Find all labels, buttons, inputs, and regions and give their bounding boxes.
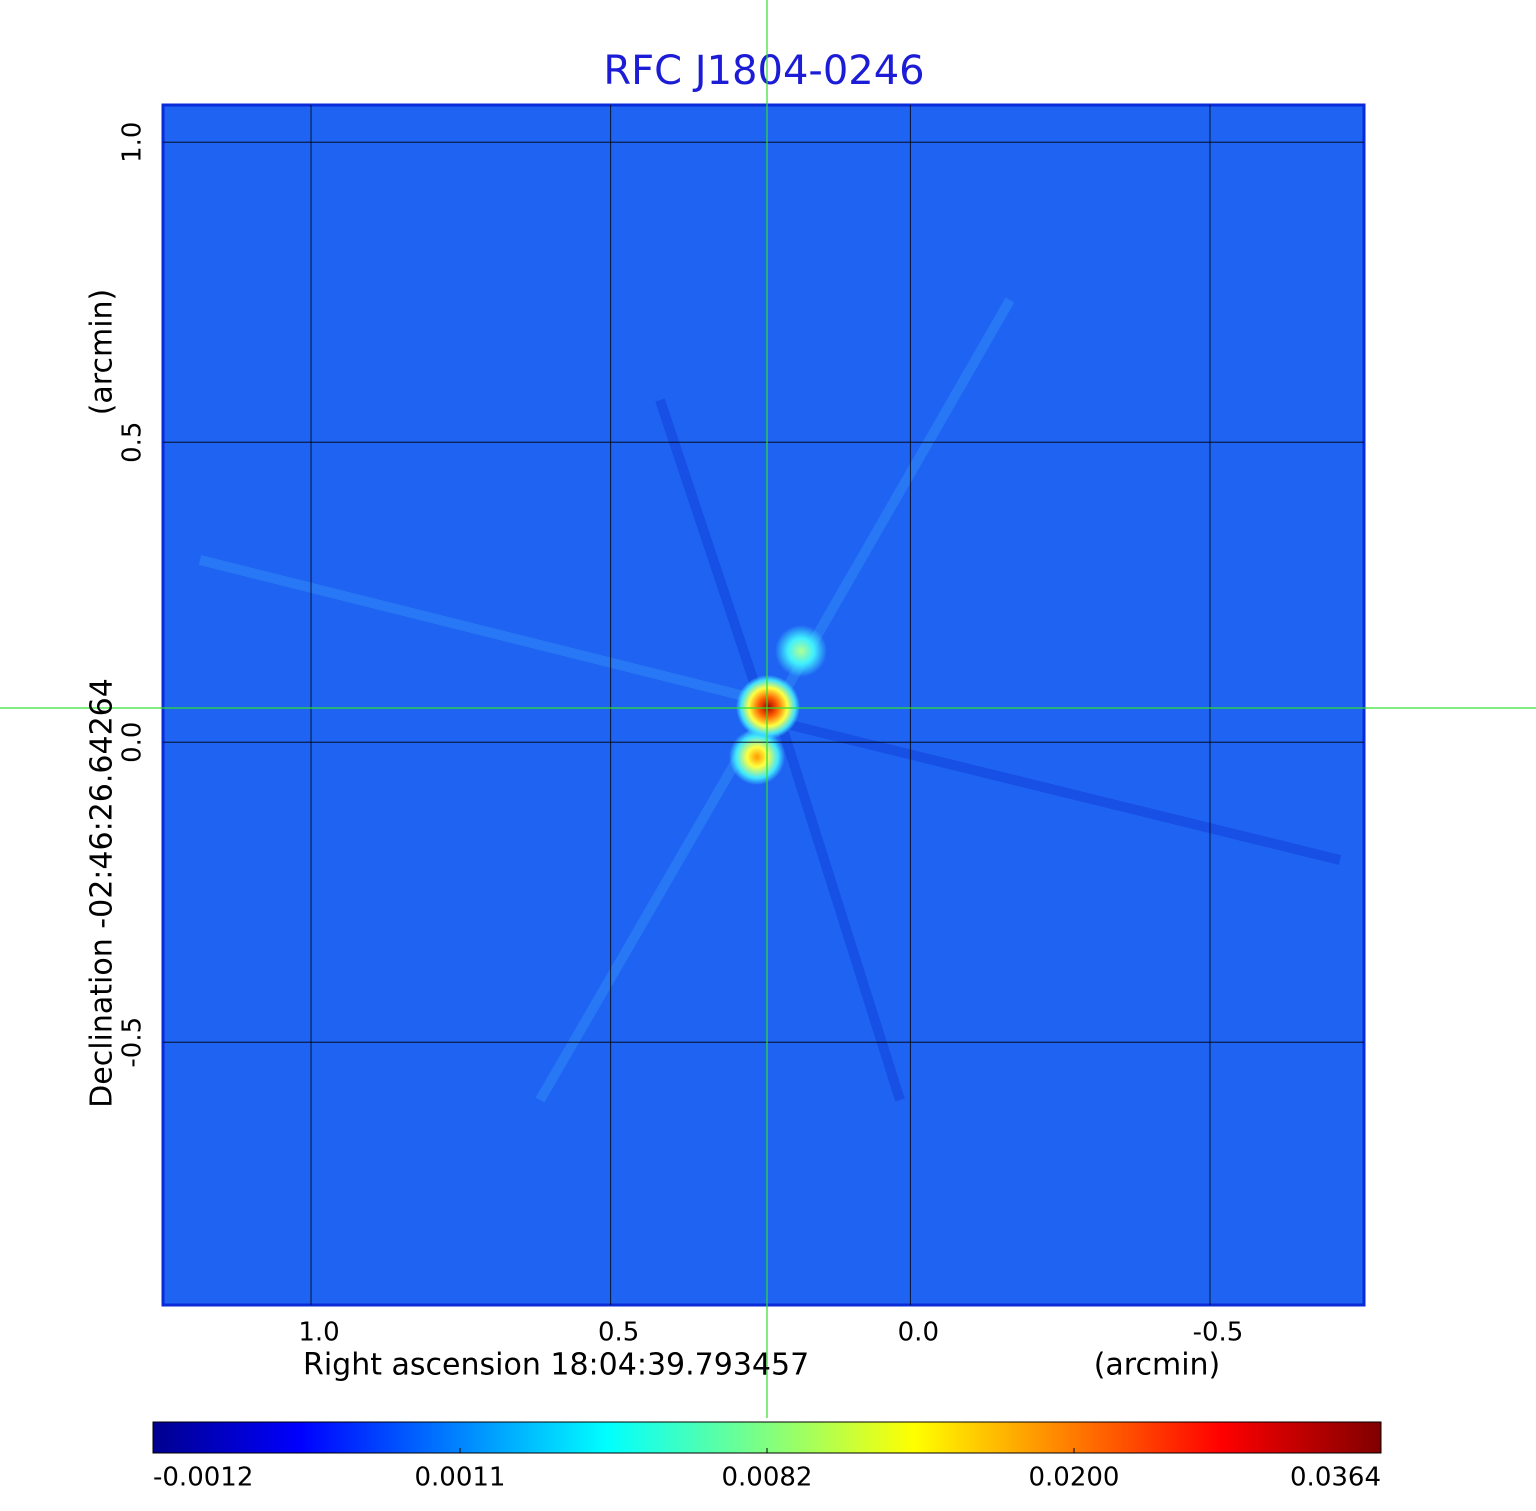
colorbar-tick-label: -0.0012 [153, 1463, 253, 1493]
y-tick-label: 0.5 [118, 422, 148, 463]
y-tick-label: 1.0 [118, 122, 148, 163]
x-axis-unit: (arcmin) [1094, 1348, 1221, 1383]
image [161, 103, 1366, 1307]
y-axis-unit: (arcmin) [85, 289, 120, 416]
y-tick-label: -0.5 [118, 1017, 148, 1068]
colorbar-tick-label: 0.0011 [415, 1463, 506, 1493]
x-axis-label: Right ascension 18:04:39.793457 [303, 1348, 809, 1383]
x-tick-label: -0.5 [1193, 1318, 1244, 1348]
y-tick-label: 0.0 [118, 722, 148, 763]
colorbar-tick-label: 0.0082 [722, 1463, 813, 1493]
x-tick-label: 0.0 [898, 1318, 939, 1348]
colorbar-tick-label: 0.0200 [1029, 1463, 1120, 1493]
y-axis-label: Declination -02:46:26.64264 [85, 678, 120, 1108]
x-tick-label: 0.5 [598, 1318, 639, 1348]
chart-title: RFC J1804-0246 [603, 48, 924, 94]
colorbar-tick-label: 0.0364 [1290, 1463, 1381, 1493]
x-tick-label: 1.0 [298, 1318, 339, 1348]
